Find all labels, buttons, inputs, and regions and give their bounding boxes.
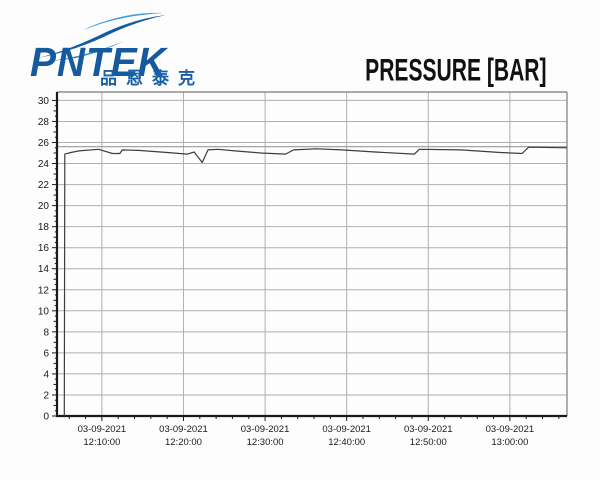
y-tick-label: 14 [38,264,50,275]
x-tick-label-date: 03-09-2021 [486,424,535,435]
x-tick-label-time: 12:40:00 [328,437,365,448]
y-tick-label: 24 [38,159,50,170]
logo-brand-text: PNTEK [30,39,167,85]
logo-swoosh-icon [38,12,166,61]
x-tick-label-time: 12:20:00 [165,437,202,448]
x-tick-label-date: 03-09-2021 [78,424,127,435]
swoosh-dark-stroke [38,15,166,58]
y-tick-label: 20 [38,201,50,212]
pntek-logo: PNTEK 品恩泰克 [28,4,228,94]
y-tick-label: 30 [38,96,50,107]
y-tick-label: 10 [38,306,50,317]
y-tick-label: 8 [43,327,49,338]
y-tick-label: 0 [43,412,49,423]
y-tick-label: 12 [38,285,50,296]
y-tick-label: 28 [38,117,50,128]
x-tick-label-date: 03-09-2021 [404,424,453,435]
x-tick-label-time: 13:00:00 [491,437,528,448]
y-tick-label: 18 [38,222,50,233]
swoosh-light-stroke [84,12,163,30]
x-tick-label-time: 12:50:00 [410,437,447,448]
y-tick-label: 22 [38,180,50,191]
y-tick-label: 4 [43,369,49,380]
x-tick-label-time: 12:10:00 [83,437,120,448]
x-tick-label-time: 12:30:00 [247,437,284,448]
logo-chinese-text: 品恩泰克 [100,69,204,88]
chart-title: PRESSURE [BAR] [365,52,547,88]
x-tick-label-date: 03-09-2021 [241,424,290,435]
y-tick-label: 2 [43,390,49,401]
x-tick-label-date: 03-09-2021 [159,424,208,435]
pressure-series-line [63,146,568,417]
y-tick-label: 26 [38,138,50,149]
y-tick-label: 16 [38,243,50,254]
x-tick-label-date: 03-09-2021 [322,424,371,435]
y-tick-label: 6 [43,348,49,359]
